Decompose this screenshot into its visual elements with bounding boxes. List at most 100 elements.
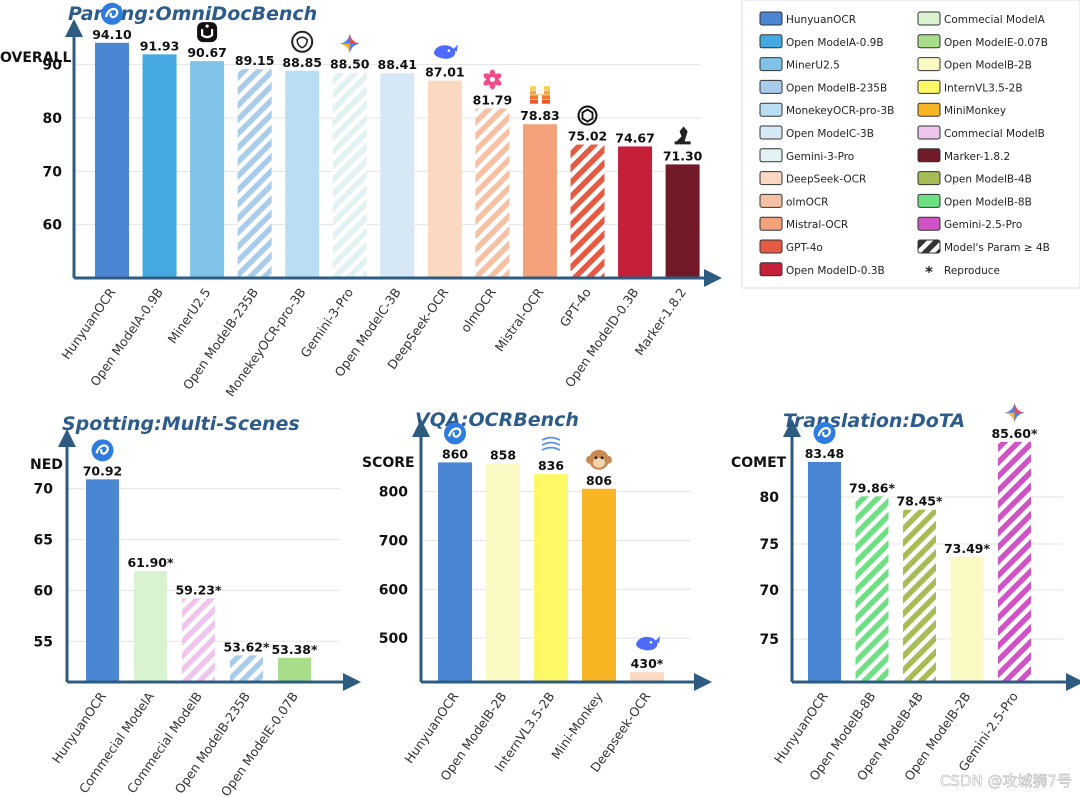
legend-item-mineru2-5: MinerU2.5 (759, 57, 840, 72)
y-tick-label: 600 (379, 582, 408, 598)
legend-item-gemini-3-pro: Gemini-3-Pro (759, 148, 854, 163)
chart-title: Parsing:OmniDocBench (68, 3, 317, 25)
legend-item-hunyuanocr: HunyuanOCR (759, 11, 856, 26)
legend-label: Open ModelC-3B (786, 128, 874, 140)
value-label: 70.92 (83, 463, 123, 478)
legend-label: Gemini-3-Pro (786, 151, 854, 163)
legend-label: Commecial ModelA (944, 14, 1046, 26)
legend-swatch (759, 57, 783, 72)
y-tick-label: 60 (43, 218, 63, 234)
legend-label: Marker-1.8.2 (944, 151, 1010, 163)
bar-open-modelb-4b (903, 509, 936, 682)
legend-label: Open ModelB-4B (944, 174, 1032, 186)
legend-label: Commecial ModelB (944, 128, 1045, 140)
legend-label: DeepSeek-OCR (786, 174, 866, 186)
legend-item-open-modelb-2b: Open ModelB-2B (917, 57, 1032, 72)
legend-frame (741, 0, 1080, 289)
bar-open-modela-0-9b (142, 54, 177, 278)
y-tick-label: 90 (43, 58, 63, 74)
bar-gemini-3-pro (332, 72, 367, 279)
legend-item-reproduce: * Reproduce (925, 263, 1000, 281)
bar-open-modeld-0-3b (618, 146, 653, 278)
legend-swatch (759, 125, 783, 140)
legend-swatch (759, 11, 783, 26)
value-label: 73.49* (944, 541, 991, 556)
y-axis-label: NED (30, 457, 63, 473)
legend-item-model-s-param-4b: Model's Param ≥ 4B (917, 239, 1050, 254)
gemini-logo-icon (1004, 402, 1025, 423)
legend-swatch (917, 11, 941, 26)
bar-open-modelb-235b (230, 655, 263, 682)
deepseek-whale-icon (433, 44, 458, 59)
bar-mini-monkey (582, 488, 616, 682)
legend-item-commecial-modelb: Commecial ModelB (917, 125, 1045, 140)
y-tick-label: 70 (760, 583, 780, 599)
value-label: 74.67 (615, 130, 655, 145)
bar-marker-1-8-2 (665, 164, 700, 278)
bar-deepseek-ocr (427, 80, 462, 278)
value-label: 59.23* (175, 582, 222, 597)
bar-open-modelb-2b (950, 556, 984, 682)
value-label: 78.83 (520, 108, 560, 123)
value-label: 860 (442, 446, 468, 461)
bar-hunyuanocr (95, 42, 129, 278)
value-label: 61.90* (127, 555, 174, 570)
legend-label: GPT-4o (786, 242, 823, 254)
y-tick-label: 80 (43, 111, 63, 127)
legend-item-open-modelc-3b: Open ModelC-3B (759, 125, 874, 140)
chart-title: Translation:DoTA (783, 410, 965, 432)
bar-internvl3-5-2b (534, 474, 568, 682)
y-tick-label: 800 (379, 485, 408, 501)
chart-vqa-ocrbench: VQA:OCRBenchSCORE500600700800860HunyuanO… (362, 409, 712, 783)
monkey-ocr-logo-icon (291, 30, 314, 53)
openai-logo-icon (577, 105, 598, 126)
value-label: 806 (586, 473, 612, 488)
value-label: 53.62* (223, 639, 270, 654)
legend-label: Reproduce (944, 265, 1000, 277)
bar-hunyuanocr (438, 462, 472, 682)
bar-olmocr (475, 108, 510, 278)
bar-open-modelb-235b (237, 69, 272, 278)
y-axis-label: OVERALL (0, 50, 71, 66)
x-tick-label: Mistral-OCR (492, 285, 547, 355)
y-tick-label: 65 (34, 533, 53, 549)
legend-item-monekeyocr-pro-3b: MonekeyOCR-pro-3B (759, 102, 894, 117)
legend-item-gpt-4o: GPT-4o (759, 239, 823, 254)
value-label: 79.86* (849, 480, 896, 495)
legend-swatch (759, 34, 783, 49)
legend-swatch (917, 102, 941, 117)
legend: HunyuanOCR Open ModelA-0.9B MinerU2.5 Open … (741, 0, 1080, 289)
legend-label: Model's Param ≥ 4B (944, 242, 1050, 254)
legend-label: olmOCR (786, 196, 828, 208)
value-label: 90.67 (187, 45, 227, 60)
legend-label: InternVL3.5-2B (944, 82, 1023, 94)
value-label: 88.85 (282, 55, 322, 70)
x-tick-label: GPT-4o (557, 285, 594, 330)
legend-label: MiniMonkey (944, 105, 1006, 117)
bar-gpt-4o (570, 144, 605, 278)
x-tick-label: Marker-1.8.2 (632, 285, 689, 358)
legend-swatch (759, 216, 783, 231)
value-label: 85.60* (991, 426, 1038, 441)
legend-label: Gemini-2.5-Pro (944, 219, 1022, 231)
y-tick-label: 700 (379, 533, 408, 549)
marker-logo-icon (674, 126, 691, 145)
bar-open-modelb-8b (855, 496, 889, 682)
legend-item-deepseek-ocr: DeepSeek-OCR (759, 171, 866, 186)
value-label: 88.41 (378, 57, 418, 72)
legend-swatch (759, 79, 783, 94)
bar-open-modelc-3b (380, 73, 415, 278)
olmocr-logo-icon (483, 69, 502, 90)
y-tick-label: 75 (760, 537, 779, 553)
bar-mineru2-5 (190, 61, 225, 278)
bar-deepseek-ocr (630, 672, 664, 682)
legend-label: MinerU2.5 (786, 60, 840, 72)
bar-open-modele-0-07b (278, 657, 311, 682)
value-label: 94.10 (92, 27, 132, 42)
legend-item-open-modeld-0-3b: Open ModelD-0.3B (759, 262, 885, 277)
legend-item-mistral-ocr: Mistral-OCR (759, 216, 848, 231)
legend-label: Open ModelB-235B (786, 82, 887, 94)
legend-item-commecial-modela: Commecial ModelA (917, 11, 1046, 26)
legend-label: MonekeyOCR-pro-3B (786, 105, 894, 117)
value-label: 430* (631, 656, 664, 671)
